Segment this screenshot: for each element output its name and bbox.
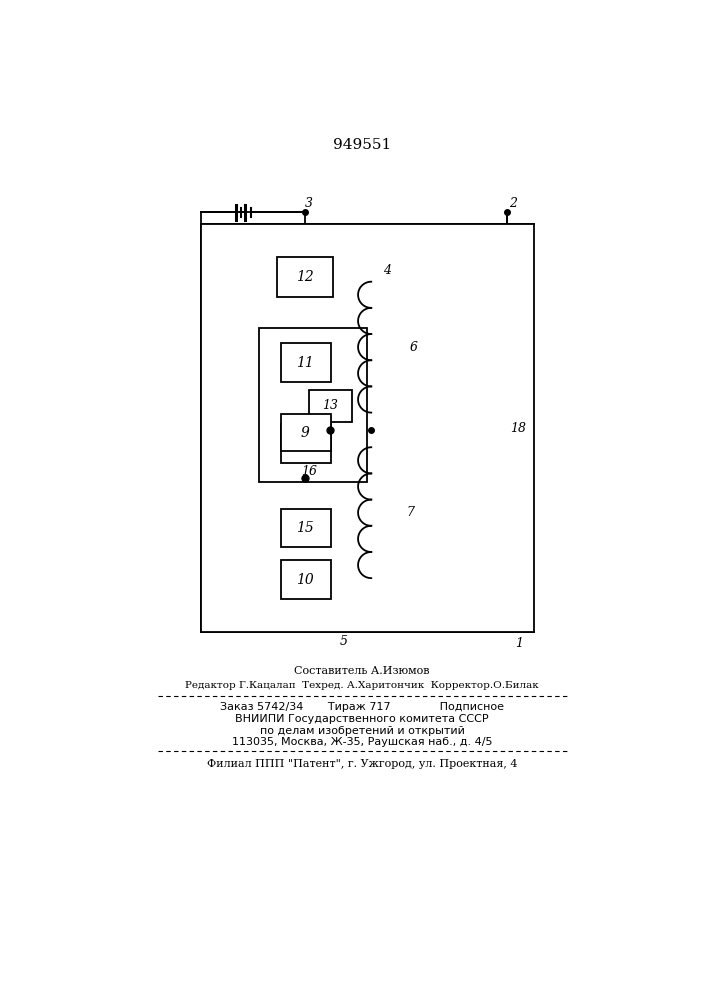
Bar bbox=[281, 343, 331, 382]
Text: 3: 3 bbox=[305, 197, 313, 210]
Text: 11: 11 bbox=[296, 356, 314, 370]
Text: Заказ 5742/34       Тираж 717              Подписное: Заказ 5742/34 Тираж 717 Подписное bbox=[220, 702, 504, 712]
Text: 13: 13 bbox=[322, 399, 339, 412]
Bar bbox=[281, 509, 331, 547]
Bar bbox=[259, 328, 368, 482]
Bar bbox=[281, 414, 331, 451]
Text: 2: 2 bbox=[509, 197, 517, 210]
Text: 7: 7 bbox=[406, 506, 414, 519]
Text: 9: 9 bbox=[301, 426, 310, 440]
Text: 18: 18 bbox=[510, 422, 527, 434]
Text: 113035, Москва, Ж-35, Раушская наб., д. 4/5: 113035, Москва, Ж-35, Раушская наб., д. … bbox=[232, 737, 492, 747]
Text: 15: 15 bbox=[296, 521, 314, 535]
Text: 14: 14 bbox=[296, 436, 314, 450]
Text: 1: 1 bbox=[515, 637, 523, 650]
Text: 16: 16 bbox=[301, 465, 317, 478]
Text: Составитель А.Изюмов: Составитель А.Изюмов bbox=[294, 666, 430, 676]
Text: Редактор Г.Кацалап  Техред. А.Харитончик  Корректор.О.Билак: Редактор Г.Кацалап Техред. А.Харитончик … bbox=[185, 681, 539, 690]
Text: 6: 6 bbox=[410, 341, 418, 354]
Text: 4: 4 bbox=[382, 264, 391, 277]
Bar bbox=[277, 257, 333, 297]
Text: 5: 5 bbox=[340, 635, 348, 648]
Text: по делам изобретений и открытий: по делам изобретений и открытий bbox=[259, 726, 464, 736]
Text: 10: 10 bbox=[296, 573, 314, 587]
Text: ВНИИПИ Государственного комитета СССР: ВНИИПИ Государственного комитета СССР bbox=[235, 714, 489, 724]
Bar bbox=[281, 560, 331, 599]
Text: 12: 12 bbox=[296, 270, 314, 284]
Text: Филиал ППП "Патент", г. Ужгород, ул. Проектная, 4: Филиал ППП "Патент", г. Ужгород, ул. Про… bbox=[206, 759, 518, 769]
Text: 949551: 949551 bbox=[333, 138, 391, 152]
Bar bbox=[201, 224, 534, 632]
Bar bbox=[281, 424, 331, 463]
Bar bbox=[309, 389, 352, 422]
